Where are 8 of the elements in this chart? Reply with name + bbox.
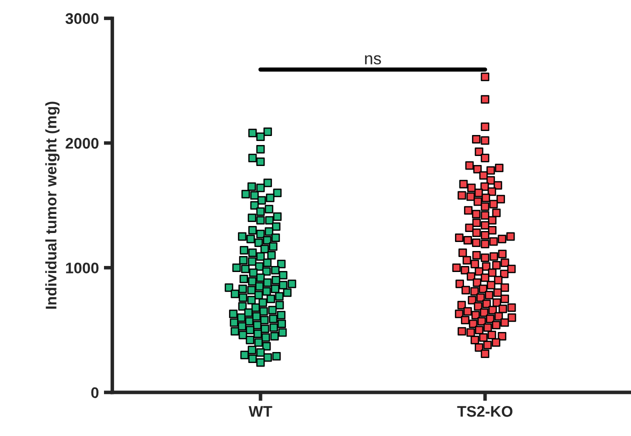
x-tick-label: WT	[248, 406, 272, 417]
y-axis-title: Individual tumor weight (mg)	[45, 102, 60, 309]
x-tick-label: TS2-KO	[457, 406, 512, 417]
y-tick-label: 2000	[66, 138, 98, 149]
y-tick-label: 1000	[66, 262, 98, 274]
y-tick-label: 0	[91, 387, 98, 398]
y-tick-label: 3000	[65, 13, 98, 24]
annotation: ns	[365, 55, 381, 64]
